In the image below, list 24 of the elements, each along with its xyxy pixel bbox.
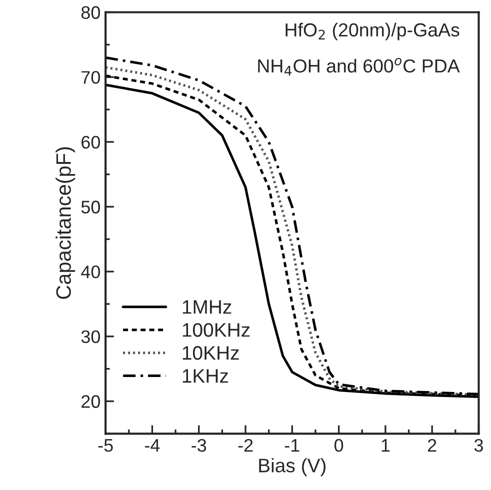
x-tick-label: 1 [382,439,390,452]
y-tick-label: 30 [81,330,100,344]
annotation: HfO$_{2}$ (20nm)/p-GaAs [286,22,460,40]
y-tick-label: 80 [81,6,100,19]
x-tick-label: 3 [474,438,483,452]
x-tick-label: -3 [192,438,206,452]
legend-label: 100KHz [182,323,250,337]
y-tick-label: 70 [82,71,100,84]
y-tick-label: 60 [82,136,100,149]
x-tick-label: 2 [428,438,436,452]
legend-label: 1KHz [182,369,228,383]
x-tick-label: 0 [334,438,344,452]
y-axis-title: Capacitance(pF) [56,147,76,299]
x-tick-label: -5 [98,439,113,452]
y-tick-label: 20 [82,395,100,408]
legend-label: 1MHz [182,300,232,314]
annotation: NH$_{4}$OH and 600$^{o}$C PDA [258,58,460,76]
legend-label: 10KHz [182,346,239,360]
x-tick-label: -4 [144,439,160,452]
x-tick-label: -1 [284,439,300,452]
y-tick-label: 40 [81,266,100,278]
y-tick-label: 50 [81,200,100,214]
x-tick-label: -2 [238,438,253,452]
x-axis-title: Bias (V) [259,458,326,476]
